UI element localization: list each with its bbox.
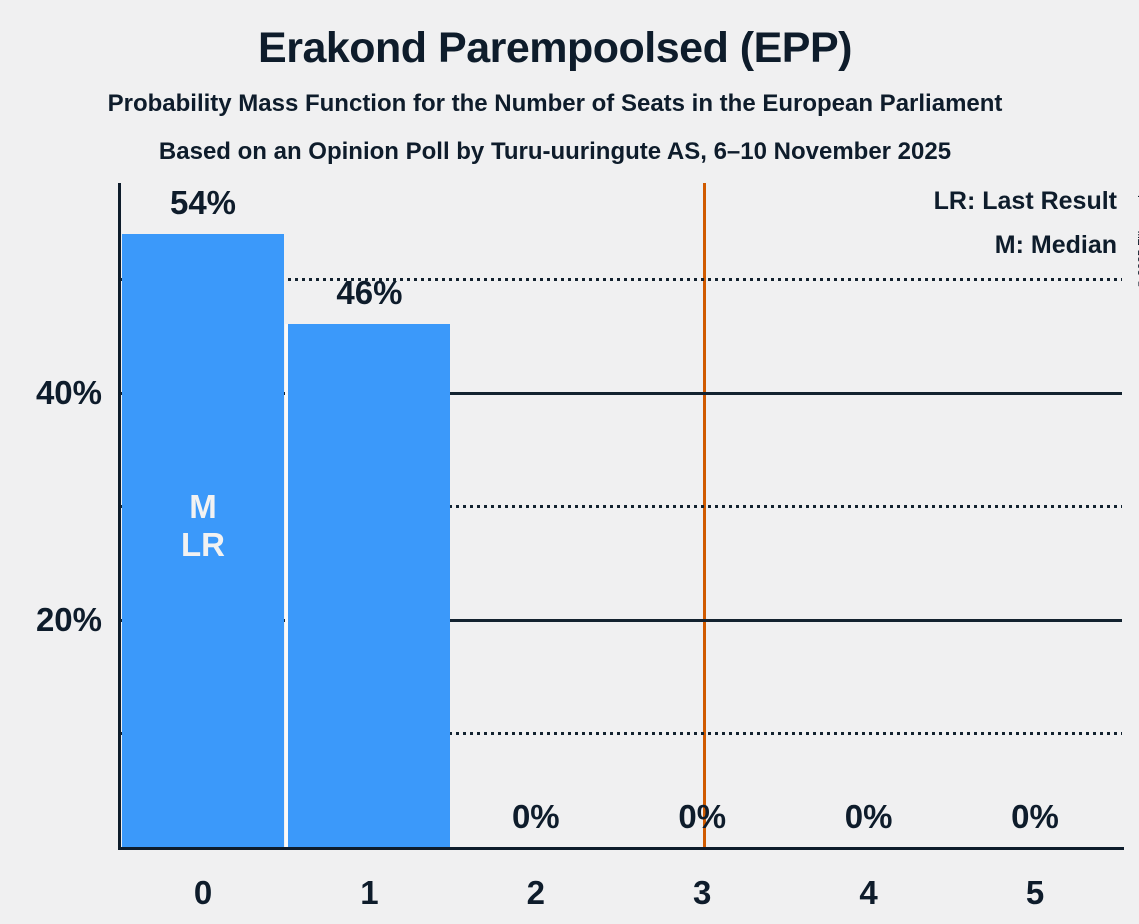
legend-median: M: Median: [994, 231, 1117, 259]
bar-value-label: 0%: [844, 798, 893, 835]
y-tick-label: 40%: [35, 373, 102, 411]
x-axis: [118, 847, 1124, 850]
gridline-solid: [120, 618, 1122, 622]
plot-area: 54% 46% 0% 0% 0% 0% M LR 0 1 2 3 4 5 20% 40%: [36, 183, 1122, 911]
bar-value-label: 0%: [678, 798, 727, 835]
x-tick-label: 0: [193, 874, 213, 911]
gridline-solid: [120, 391, 1122, 395]
bar: [288, 324, 451, 847]
bar-value-label: 0%: [1011, 798, 1059, 835]
gridline-dotted: [120, 278, 1122, 281]
legend-last-result: LR: Last Result: [933, 187, 1117, 215]
last-result-line: [703, 183, 707, 847]
bar-value-label: 0%: [511, 798, 560, 835]
y-tick-label: 20%: [35, 600, 102, 638]
bar-value-label: 46%: [336, 274, 403, 312]
y-axis: [118, 183, 121, 850]
x-tick-label: 4: [859, 874, 878, 911]
bar-divider: [285, 324, 289, 847]
x-tick-label: 5: [1025, 874, 1045, 911]
x-tick-label: 3: [693, 874, 712, 911]
median-last-result-label: M LR: [181, 488, 225, 563]
chart-subtitle: Probability Mass Function for the Number…: [107, 90, 1003, 117]
gridline-dotted: [120, 732, 1122, 736]
copyright-text: © 2025 Filip van Laenen: [1135, 158, 1139, 288]
chart-title: Erakond Parempoolsed (EPP): [258, 24, 852, 72]
chart-poll-source: Based on an Opinion Poll by Turu-uuringu…: [158, 138, 952, 165]
x-tick-label: 1: [360, 874, 379, 911]
gridline-dotted: [120, 505, 1122, 509]
x-tick-label: 2: [526, 874, 545, 911]
bar-value-label: 54%: [169, 183, 237, 221]
bar: [122, 233, 284, 847]
